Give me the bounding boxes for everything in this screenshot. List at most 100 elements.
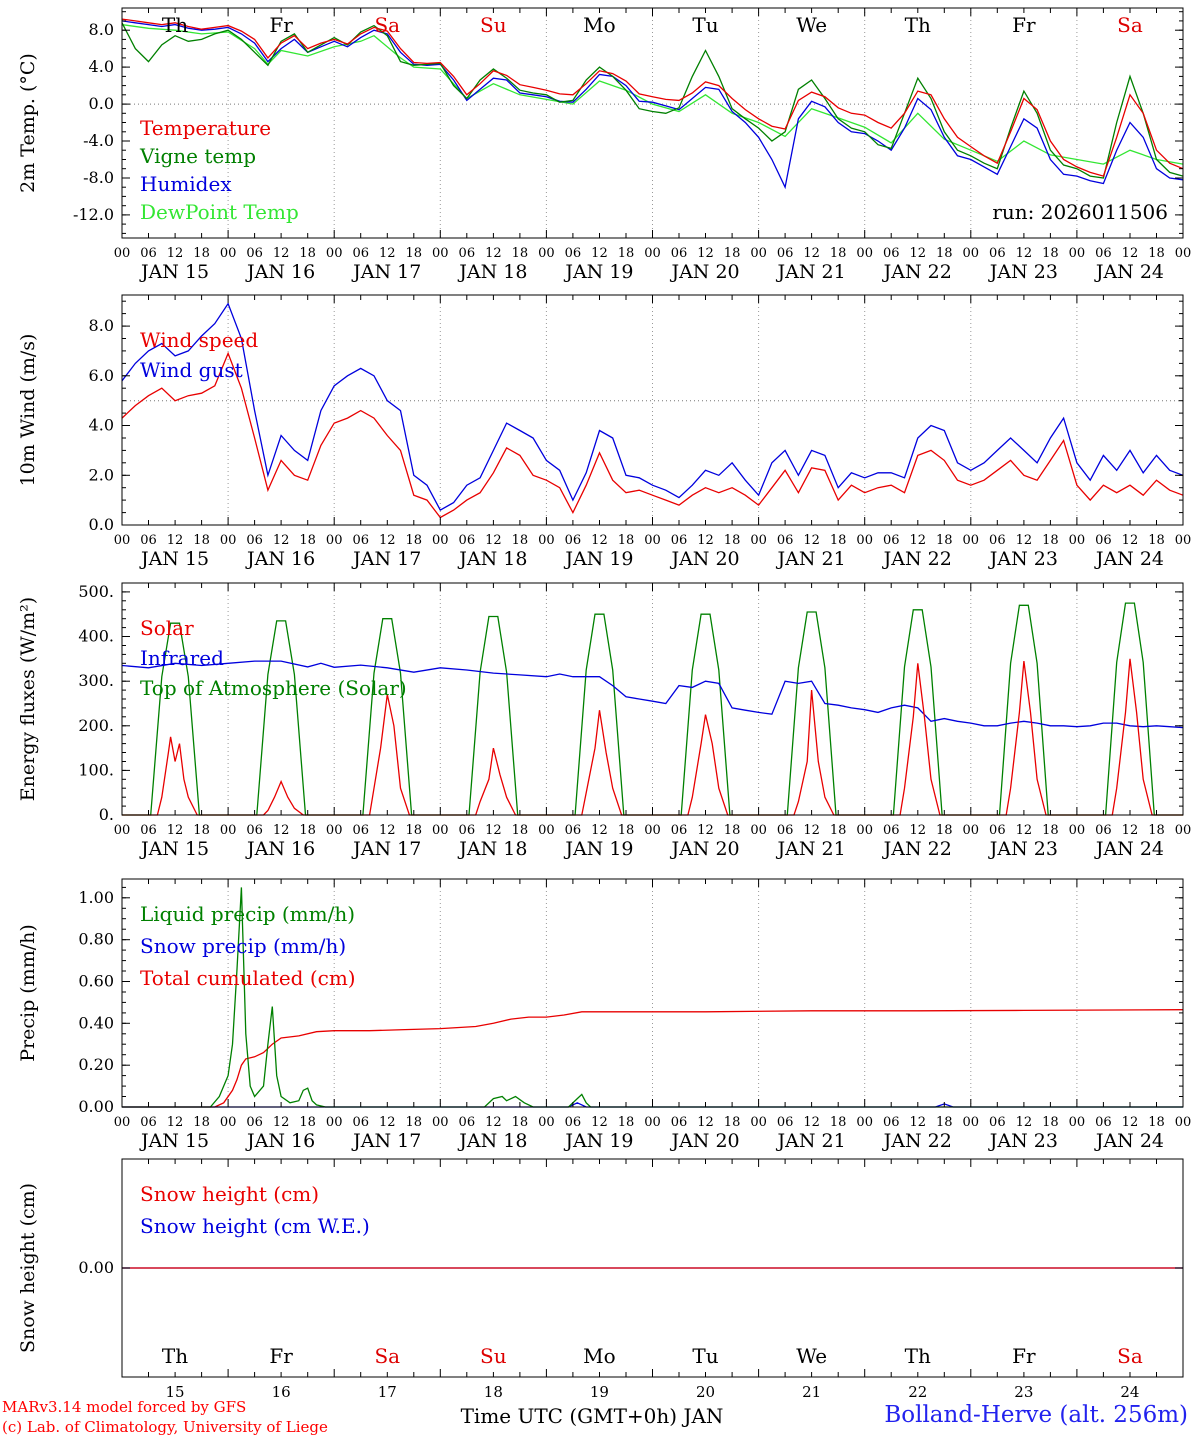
bottom-day-name: Th xyxy=(162,1344,188,1368)
x-tick-label: 06 xyxy=(459,1115,476,1130)
x-tick-label: 12 xyxy=(379,246,396,261)
x-tick-label: 06 xyxy=(671,823,688,838)
x-tick-label: 12 xyxy=(273,1115,290,1130)
date-label: 23 xyxy=(1014,1383,1033,1401)
x-tick-label: 06 xyxy=(671,246,688,261)
x-tick-label: 06 xyxy=(565,823,582,838)
y-tick-label: -8.0 xyxy=(83,168,114,187)
x-tick-label: 18 xyxy=(830,823,847,838)
x-tick-label: 18 xyxy=(724,246,741,261)
legend-toa-solar: Top of Atmosphere (Solar) xyxy=(140,676,407,700)
y-tick-label: 100. xyxy=(78,760,114,779)
x-tick-label: 00 xyxy=(220,246,237,261)
x-tick-label: 00 xyxy=(1175,823,1192,838)
x-tick-label: 12 xyxy=(909,533,926,548)
y-tick-label: 4.0 xyxy=(89,57,114,76)
date-label: 16 xyxy=(272,1383,291,1401)
x-tick-label: 18 xyxy=(936,823,953,838)
x-tick-label: 18 xyxy=(830,533,847,548)
x-tick-label: 06 xyxy=(352,1115,369,1130)
x-tick-label: 06 xyxy=(459,533,476,548)
x-tick-label: 06 xyxy=(1095,533,1112,548)
top-day-name: We xyxy=(796,13,827,37)
x-day-label: JAN 18 xyxy=(457,548,527,570)
x-tick-label: 12 xyxy=(1016,246,1033,261)
x-tick-label: 18 xyxy=(299,823,316,838)
x-tick-label: 00 xyxy=(856,1115,873,1130)
x-day-label: JAN 15 xyxy=(139,838,209,860)
x-tick-label: 18 xyxy=(406,823,423,838)
x-tick-label: 00 xyxy=(326,1115,343,1130)
x-tick-label: 12 xyxy=(803,246,820,261)
date-label: 22 xyxy=(908,1383,927,1401)
x-tick-label: 18 xyxy=(193,533,210,548)
x-tick-label: 06 xyxy=(565,246,582,261)
series-line-infrared xyxy=(121,660,1184,729)
y-tick-label: 0. xyxy=(99,805,114,824)
x-tick-label: 06 xyxy=(989,533,1006,548)
series-line-solar xyxy=(122,658,1183,816)
x-day-label: JAN 18 xyxy=(457,1130,527,1152)
x-tick-label: 06 xyxy=(246,246,263,261)
x-tick-label: 00 xyxy=(432,823,449,838)
y-axis-label-temperature: 2m Temp. (°C) xyxy=(17,53,39,193)
bottom-day-name: Tu xyxy=(692,1344,718,1368)
legend-snow-height: Snow height (cm) xyxy=(140,1182,320,1206)
top-day-name: Fr xyxy=(269,13,293,37)
plot-frame xyxy=(121,294,1184,526)
x-tick-label: 00 xyxy=(326,823,343,838)
y-tick-label: 1.00 xyxy=(78,888,114,907)
x-tick-label: 06 xyxy=(140,246,157,261)
x-tick-label: 00 xyxy=(114,1115,131,1130)
x-tick-label: 00 xyxy=(856,533,873,548)
footer-lab-credit: (c) Lab. of Climatology, University of L… xyxy=(2,1418,328,1436)
x-tick-label: 12 xyxy=(167,823,184,838)
x-tick-label: 12 xyxy=(167,533,184,548)
x-tick-label: 12 xyxy=(379,1115,396,1130)
x-tick-label: 18 xyxy=(724,533,741,548)
x-tick-label: 06 xyxy=(1095,823,1112,838)
date-label: 18 xyxy=(484,1383,503,1401)
x-tick-label: 12 xyxy=(697,823,714,838)
top-day-name: Tu xyxy=(692,13,718,37)
series-line-wind-gust xyxy=(121,302,1184,511)
x-tick-label: 00 xyxy=(114,246,131,261)
x-tick-label: 00 xyxy=(750,246,767,261)
x-tick-label: 06 xyxy=(989,246,1006,261)
x-tick-label: 06 xyxy=(140,533,157,548)
x-tick-label: 18 xyxy=(936,533,953,548)
y-tick-label: 4.0 xyxy=(89,416,114,435)
x-tick-label: 06 xyxy=(671,1115,688,1130)
x-tick-label: 18 xyxy=(1148,246,1165,261)
x-tick-label: 12 xyxy=(485,823,502,838)
x-tick-label: 18 xyxy=(1042,823,1059,838)
x-day-label: JAN 24 xyxy=(1094,1130,1164,1152)
x-tick-label: 12 xyxy=(273,246,290,261)
x-tick-label: 00 xyxy=(1069,1115,1086,1130)
x-tick-label: 18 xyxy=(724,823,741,838)
x-day-label: JAN 20 xyxy=(669,1130,739,1152)
x-day-label: JAN 20 xyxy=(669,548,739,570)
x-tick-label: 18 xyxy=(936,246,953,261)
legend-wind-gust: Wind gust xyxy=(140,358,243,382)
x-tick-label: 00 xyxy=(1175,1115,1192,1130)
x-tick-label: 18 xyxy=(1148,823,1165,838)
x-tick-label: 18 xyxy=(193,246,210,261)
x-tick-label: 12 xyxy=(379,533,396,548)
top-day-name: Th xyxy=(162,13,188,37)
x-tick-label: 00 xyxy=(114,823,131,838)
y-tick-label: 300. xyxy=(78,671,114,690)
x-day-label: JAN 21 xyxy=(776,838,846,860)
x-day-label: JAN 23 xyxy=(988,548,1058,570)
x-day-label: JAN 19 xyxy=(563,838,633,860)
x-tick-label: 06 xyxy=(246,1115,263,1130)
x-tick-label: 00 xyxy=(750,533,767,548)
x-tick-label: 00 xyxy=(432,246,449,261)
x-tick-label: 12 xyxy=(591,533,608,548)
x-tick-label: 06 xyxy=(565,1115,582,1130)
x-tick-label: 00 xyxy=(220,533,237,548)
x-tick-label: 00 xyxy=(432,1115,449,1130)
x-tick-label: 12 xyxy=(697,246,714,261)
y-axis-label-wind: 10m Wind (m/s) xyxy=(17,333,39,487)
x-tick-label: 06 xyxy=(777,1115,794,1130)
